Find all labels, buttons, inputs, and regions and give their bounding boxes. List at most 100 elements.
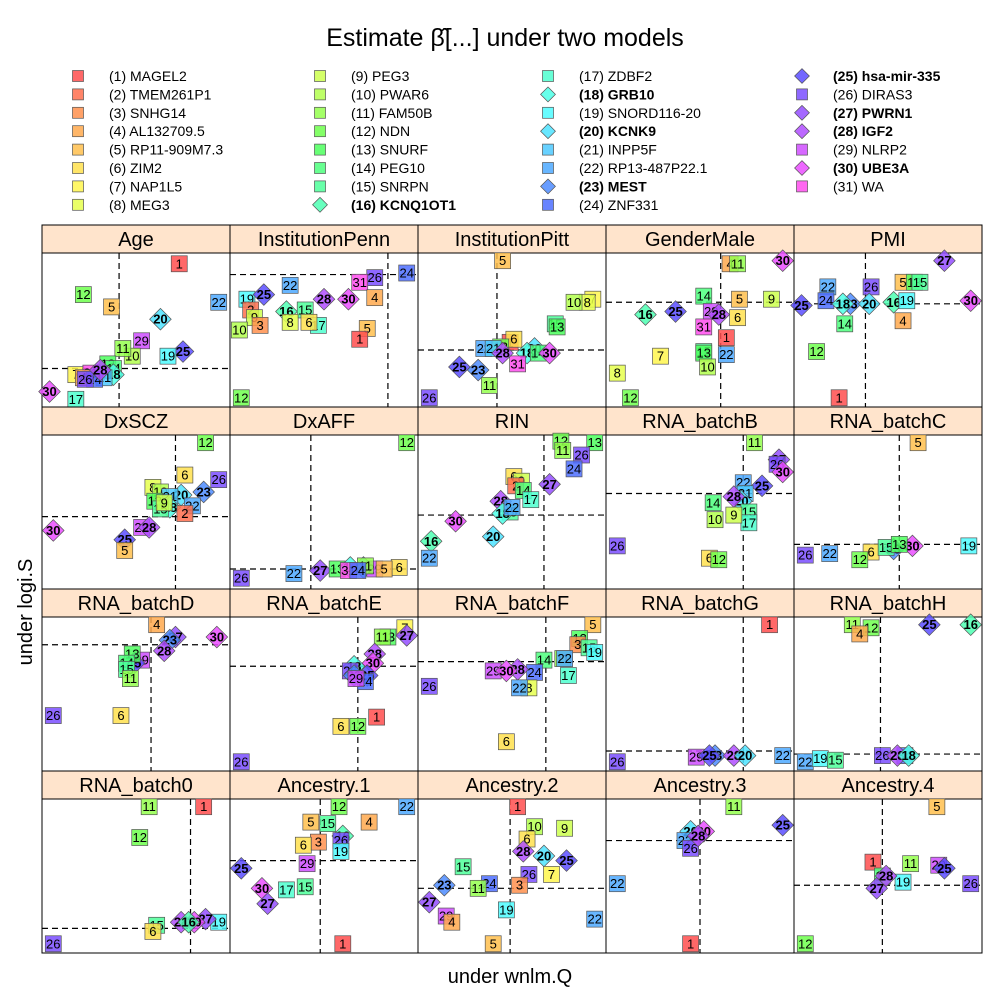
data-point-marker xyxy=(351,273,369,291)
data-point-label: 12 xyxy=(798,936,812,951)
data-point-marker xyxy=(817,292,835,310)
data-point-marker xyxy=(466,358,490,382)
data-point-label: 19 xyxy=(499,902,513,917)
data-point: 5 xyxy=(494,252,511,270)
data-point: 15 xyxy=(877,539,895,556)
data-point: 26 xyxy=(608,537,626,555)
data-point: 1 xyxy=(717,329,735,347)
panel-plot-area xyxy=(41,252,231,408)
data-point-marker xyxy=(149,307,172,331)
data-point: 11 xyxy=(729,255,746,273)
panel-strip xyxy=(41,770,231,800)
legend-item: (6) ZIM2 xyxy=(72,160,162,176)
legend-item: (8) MEG3 xyxy=(72,197,170,213)
panel-strip-label: DxSCZ xyxy=(104,411,168,433)
legend-label: (31) WA xyxy=(833,178,884,194)
data-point-marker xyxy=(706,511,724,529)
data-point-marker xyxy=(195,798,213,816)
data-point: 31 xyxy=(351,273,369,291)
data-point-marker xyxy=(831,292,855,316)
panel: RNA_batch011112261927283016156 xyxy=(41,770,231,954)
panel-strip-label: Ancestry.3 xyxy=(654,775,747,797)
data-point: 19 xyxy=(586,644,604,661)
legend: (1) MAGEL2 (2) TMEM261P1 (3) SNHG14 (4) AL1… xyxy=(72,68,941,213)
data-point: 26 xyxy=(682,839,699,857)
data-point: 26 xyxy=(573,446,590,464)
data-point: 26 xyxy=(76,370,94,388)
data-point-label: 30 xyxy=(448,514,462,529)
data-point-marker xyxy=(565,293,583,311)
legend-item: (27) PWRN1 xyxy=(794,105,913,121)
data-point-label: 20 xyxy=(486,529,500,544)
data-point-marker xyxy=(368,708,385,726)
legend-marker xyxy=(796,88,808,101)
panel: RNA_batchG122262923282025 xyxy=(605,588,795,772)
panel: RNA_batchH11124251622191526242818 xyxy=(793,588,983,772)
data-point-label: 25 xyxy=(775,818,789,833)
data-point: 1 xyxy=(368,708,385,726)
data-point-label: 5 xyxy=(589,617,596,632)
data-point-label: 6 xyxy=(523,832,530,847)
data-point: 19 xyxy=(332,843,350,860)
panel-plot-area xyxy=(605,616,795,772)
data-point-marker xyxy=(556,650,573,667)
data-point: 17 xyxy=(740,514,758,532)
panel: Ancestry.311252030222628221 xyxy=(605,770,795,954)
data-point-marker xyxy=(281,276,299,294)
data-point-label: 29 xyxy=(349,671,363,686)
panel: RIN13121126246921427281715182230201622 xyxy=(417,406,607,590)
data-point-marker xyxy=(851,625,869,643)
legend-marker xyxy=(314,88,326,101)
data-point-label: 13 xyxy=(697,346,711,361)
data-point-marker xyxy=(699,358,716,376)
data-point: 24 xyxy=(565,460,583,478)
data-point-marker xyxy=(897,744,920,767)
data-point-label: 24 xyxy=(351,563,365,578)
data-point: 20 xyxy=(149,307,172,331)
data-point-marker xyxy=(608,753,626,771)
data-point: 11 xyxy=(140,798,158,816)
legend-label: (30) UBE3A xyxy=(833,160,909,176)
legend-label: (18) GRB10 xyxy=(579,86,655,102)
data-point: 19 xyxy=(898,292,916,310)
panel-strip-label: RNA_batchE xyxy=(266,593,382,615)
data-point-marker xyxy=(494,252,511,270)
legend-marker xyxy=(314,180,326,193)
data-point-label: 31 xyxy=(697,319,711,334)
data-point: 13 xyxy=(586,434,604,452)
data-point: 1 xyxy=(170,255,188,273)
data-point: 26 xyxy=(232,569,250,587)
legend-marker xyxy=(794,123,810,140)
data-point: 28 xyxy=(686,824,710,848)
data-point: 30 xyxy=(495,659,518,683)
data-point: 9 xyxy=(556,819,573,837)
data-point-label: 30 xyxy=(905,538,919,553)
data-point-label: 7 xyxy=(548,867,555,882)
legend-item: (31) WA xyxy=(796,178,884,194)
data-point-label: 28 xyxy=(93,363,107,378)
data-point-marker xyxy=(707,303,731,326)
legend-marker xyxy=(314,143,326,156)
legend-label: (11) FAM50B xyxy=(351,105,432,121)
panel-strip xyxy=(229,224,419,254)
data-point-marker xyxy=(251,317,269,334)
data-point-marker xyxy=(302,813,320,831)
data-point: 19 xyxy=(960,537,978,555)
legend-label: (25) hsa-mir-335 xyxy=(833,68,941,84)
data-point: 20 xyxy=(733,744,757,767)
data-point-label: 11 xyxy=(904,856,918,871)
data-point: 13 xyxy=(548,318,566,336)
data-point-label: 26 xyxy=(46,708,60,723)
data-point: 2 xyxy=(176,505,194,522)
data-point: 28 xyxy=(152,639,176,663)
data-point: 22 xyxy=(821,545,839,562)
data-point-label: 25 xyxy=(257,287,271,302)
data-point-marker xyxy=(444,509,467,533)
data-point: 19 xyxy=(894,873,912,891)
data-point-label: 11 xyxy=(142,799,156,814)
legend-label: (17) ZDBF2 xyxy=(579,68,652,84)
data-point-marker xyxy=(205,625,229,649)
data-point-label: 11 xyxy=(376,630,390,645)
data-point: 11 xyxy=(746,434,763,452)
data-point-label: 15 xyxy=(879,540,893,555)
